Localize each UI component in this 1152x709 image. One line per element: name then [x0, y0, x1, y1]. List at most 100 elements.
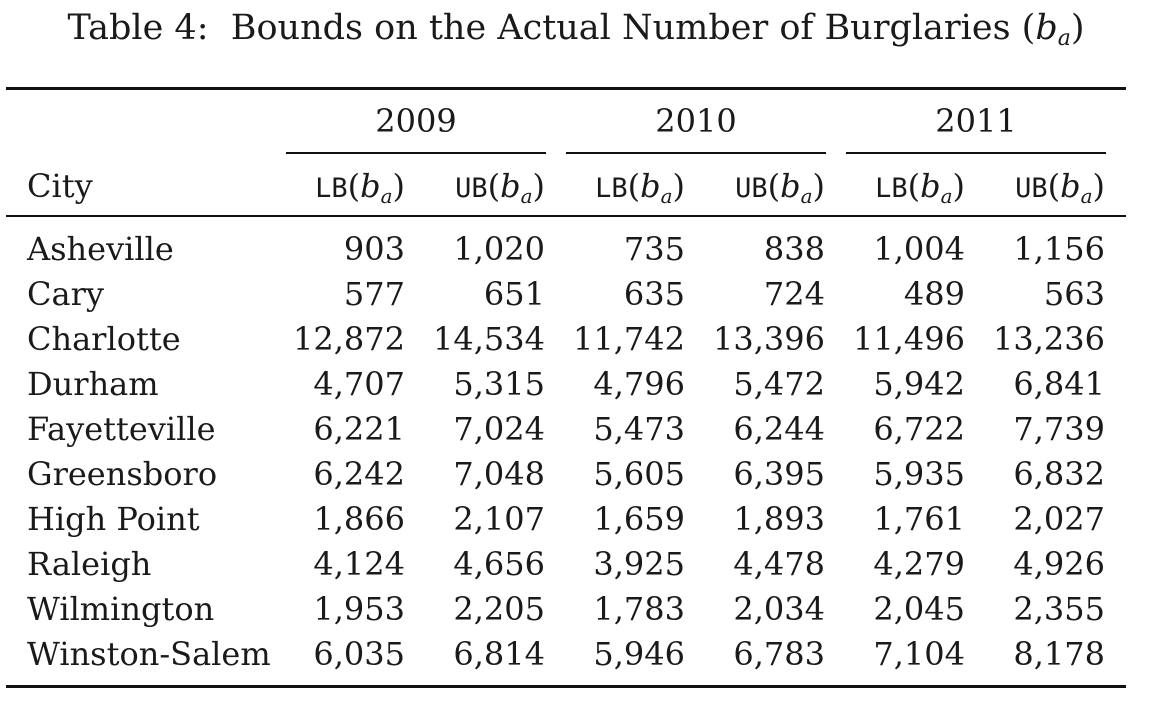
lb-value-cell: 12,872 — [293, 320, 405, 358]
ub-value-cell: 1,156 — [1013, 230, 1105, 268]
header-variable: b — [360, 167, 381, 205]
lb-value-cell: 735 — [623, 230, 685, 268]
lb-value-cell: 11,496 — [853, 320, 965, 358]
table-row: Cary 577 651 635 724 489 563 — [0, 272, 1152, 317]
lb-value-cell: 1,659 — [593, 500, 685, 538]
caption-subscript: a — [1057, 26, 1071, 51]
lb-value-cell: 4,707 — [313, 365, 405, 403]
header-open-paren: ( — [767, 167, 781, 205]
city-cell: Asheville — [27, 230, 174, 268]
lb-value-cell: 11,742 — [573, 320, 685, 358]
table-row: Raleigh 4,124 4,656 3,925 4,478 4,279 4,926 — [0, 542, 1152, 587]
lb-value-cell: 2,045 — [873, 590, 965, 628]
header-close-paren: ) — [812, 167, 825, 205]
column-header-ub-2011: UB(ba) — [965, 165, 1105, 213]
bottom-rule — [6, 685, 1126, 688]
ub-value-cell: 2,355 — [1013, 590, 1105, 628]
table-row: Greensboro 6,242 7,048 5,605 6,395 5,935 6,832 — [0, 452, 1152, 497]
city-cell: Charlotte — [27, 320, 181, 358]
lb-value-cell: 3,925 — [593, 545, 685, 583]
ub-value-cell: 838 — [763, 230, 825, 268]
ub-value-cell: 6,783 — [733, 635, 825, 673]
ub-value-cell: 6,395 — [733, 455, 825, 493]
year-underline-2009 — [286, 152, 546, 154]
ub-value-cell: 6,244 — [733, 410, 825, 448]
header-label: UB — [1015, 173, 1048, 204]
ub-value-cell: 651 — [483, 275, 545, 313]
lb-value-cell: 5,935 — [873, 455, 965, 493]
lb-value-cell: 1,004 — [873, 230, 965, 268]
city-cell: Raleigh — [27, 545, 152, 583]
city-cell: Wilmington — [27, 590, 215, 628]
ub-value-cell: 1,893 — [733, 500, 825, 538]
lb-value-cell: 5,473 — [593, 410, 685, 448]
year-underline-2010 — [566, 152, 826, 154]
header-label: LB — [875, 173, 908, 204]
header-subscript: a — [800, 184, 813, 208]
header-rule — [6, 215, 1126, 217]
column-header-lb-2011: LB(ba) — [825, 165, 965, 213]
top-rule — [6, 87, 1126, 90]
city-cell: High Point — [27, 500, 200, 538]
table-row: Asheville 903 1,020 735 838 1,004 1,156 — [0, 227, 1152, 272]
lb-value-cell: 6,221 — [313, 410, 405, 448]
city-cell: Fayetteville — [27, 410, 216, 448]
lb-value-cell: 5,942 — [873, 365, 965, 403]
ub-value-cell: 5,315 — [453, 365, 545, 403]
lb-value-cell: 6,722 — [873, 410, 965, 448]
header-open-paren: ( — [907, 167, 921, 205]
city-column-header: City — [27, 167, 93, 205]
year-underline-2011 — [846, 152, 1106, 154]
column-header-ub-2010: UB(ba) — [685, 165, 825, 213]
lb-value-cell: 1,761 — [873, 500, 965, 538]
column-header-ub-2009: UB(ba) — [405, 165, 545, 213]
table-row: Wilmington 1,953 2,205 1,783 2,034 2,045 2,355 — [0, 587, 1152, 632]
table-row: Winston-Salem 6,035 6,814 5,946 6,783 7,104 8,… — [0, 632, 1152, 677]
city-cell: Greensboro — [27, 455, 218, 493]
ub-value-cell: 6,841 — [1013, 365, 1105, 403]
header-close-paren: ) — [392, 167, 405, 205]
header-open-paren: ( — [1047, 167, 1061, 205]
ub-value-cell: 5,472 — [733, 365, 825, 403]
header-label: LB — [315, 173, 348, 204]
lb-value-cell: 489 — [903, 275, 965, 313]
ub-value-cell: 7,048 — [453, 455, 545, 493]
ub-value-cell: 4,926 — [1013, 545, 1105, 583]
table-row: Fayetteville 6,221 7,024 5,473 6,244 6,722 7,7… — [0, 407, 1152, 452]
year-header-2011: 2011 — [935, 102, 1017, 140]
column-header-lb-2009: LB(ba) — [265, 165, 405, 213]
lb-value-cell: 577 — [343, 275, 405, 313]
lb-value-cell: 6,035 — [313, 635, 405, 673]
lb-value-cell: 1,953 — [313, 590, 405, 628]
header-subscript: a — [520, 184, 533, 208]
header-variable: b — [1060, 167, 1081, 205]
header-subscript: a — [940, 184, 953, 208]
header-variable: b — [500, 167, 521, 205]
table-caption: Table 4: Bounds on the Actual Number of … — [0, 4, 1152, 52]
lb-value-cell: 903 — [343, 230, 405, 268]
city-cell: Winston-Salem — [27, 635, 271, 673]
lb-value-cell: 4,279 — [873, 545, 965, 583]
ub-value-cell: 13,396 — [713, 320, 825, 358]
header-label: UB — [735, 173, 768, 204]
lb-value-cell: 6,242 — [313, 455, 405, 493]
city-cell: Durham — [27, 365, 159, 403]
header-subscript: a — [380, 184, 393, 208]
header-open-paren: ( — [347, 167, 361, 205]
caption-text: Bounds on the Actual Number of Burglarie… — [230, 8, 1036, 48]
header-close-paren: ) — [672, 167, 685, 205]
header-open-paren: ( — [627, 167, 641, 205]
caption-close: ) — [1070, 8, 1085, 48]
ub-value-cell: 4,656 — [453, 545, 545, 583]
lb-value-cell: 635 — [623, 275, 685, 313]
header-subscript: a — [1080, 184, 1093, 208]
lb-value-cell: 5,946 — [593, 635, 685, 673]
ub-value-cell: 13,236 — [993, 320, 1105, 358]
header-close-paren: ) — [532, 167, 545, 205]
ub-value-cell: 6,814 — [453, 635, 545, 673]
header-label: LB — [595, 173, 628, 204]
city-cell: Cary — [27, 275, 104, 313]
ub-value-cell: 724 — [763, 275, 825, 313]
header-variable: b — [920, 167, 941, 205]
table-row: Charlotte 12,872 14,534 11,742 13,396 11,496 1… — [0, 317, 1152, 362]
